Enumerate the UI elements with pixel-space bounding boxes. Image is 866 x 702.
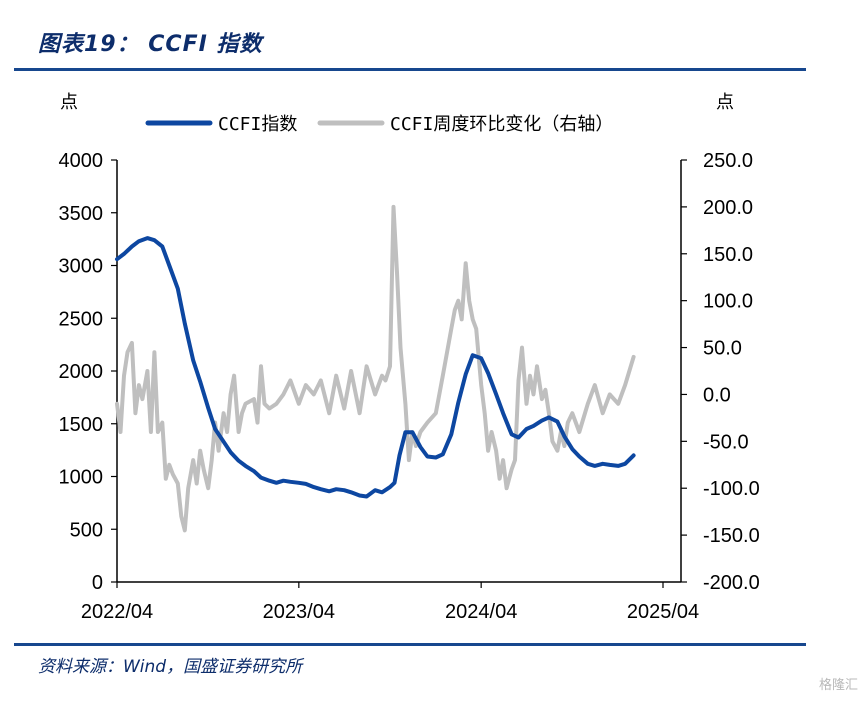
y-right-tick-label: -150.0 (703, 525, 760, 547)
x-tick-label: 2024/04 (445, 601, 517, 623)
legend-ccfi-wow-change-label: CCFI周度环比变化（右轴） (390, 114, 613, 135)
y-right-tick-label: -100.0 (703, 478, 760, 500)
ccfi-index-line (115, 236, 636, 499)
y-right-tick-label: -200.0 (703, 572, 760, 594)
y-right-tick-label: 250.0 (703, 150, 753, 172)
y-right-unit-label: 点 (716, 92, 734, 113)
ccfi-wow-change-line (115, 204, 636, 533)
y-left-tick-label: 3500 (59, 203, 104, 225)
chart-title: 图表19： CCFI 指数 (38, 32, 263, 57)
y-right-tick-label: 100.0 (703, 291, 753, 313)
y-left-tick-label: 500 (70, 519, 103, 541)
y-left-tick-label: 0 (92, 572, 103, 594)
y-right-tick-label: -50.0 (703, 431, 749, 453)
y-left-tick-label: 4000 (59, 150, 104, 172)
y-right-tick-label: 0.0 (703, 384, 731, 406)
x-tick-label: 2022/04 (81, 601, 153, 623)
y-right-tick-label: 50.0 (703, 338, 742, 360)
y-right-tick-label: 200.0 (703, 197, 753, 219)
legend-ccfi-index-label: CCFI指数 (218, 114, 297, 135)
y-right-tick-label: 150.0 (703, 244, 753, 266)
x-tick-label: 2025/04 (627, 601, 699, 623)
y-left-tick-label: 1500 (59, 414, 104, 436)
chart-series (115, 204, 636, 533)
y-left-tick-label: 2000 (59, 361, 104, 383)
y-left-tick-label: 3000 (59, 256, 104, 278)
chart-axes: 0 500 1000 1500 2000 2500 3000 3500 4000 -200.0 -1… (59, 92, 760, 623)
x-tick-label: 2023/04 (263, 601, 335, 623)
y-left-unit-label: 点 (60, 92, 78, 113)
watermark: 格隆汇 (818, 678, 858, 693)
y-left-tick-label: 2500 (59, 308, 104, 330)
footer-rule (14, 643, 806, 646)
source-note: 资料来源：Wind，国盛证券研究所 (38, 657, 303, 677)
y-left-tick-label: 1000 (59, 467, 104, 489)
chart-legend: CCFI指数 CCFI周度环比变化（右轴） (145, 114, 613, 135)
header-rule (14, 68, 806, 71)
